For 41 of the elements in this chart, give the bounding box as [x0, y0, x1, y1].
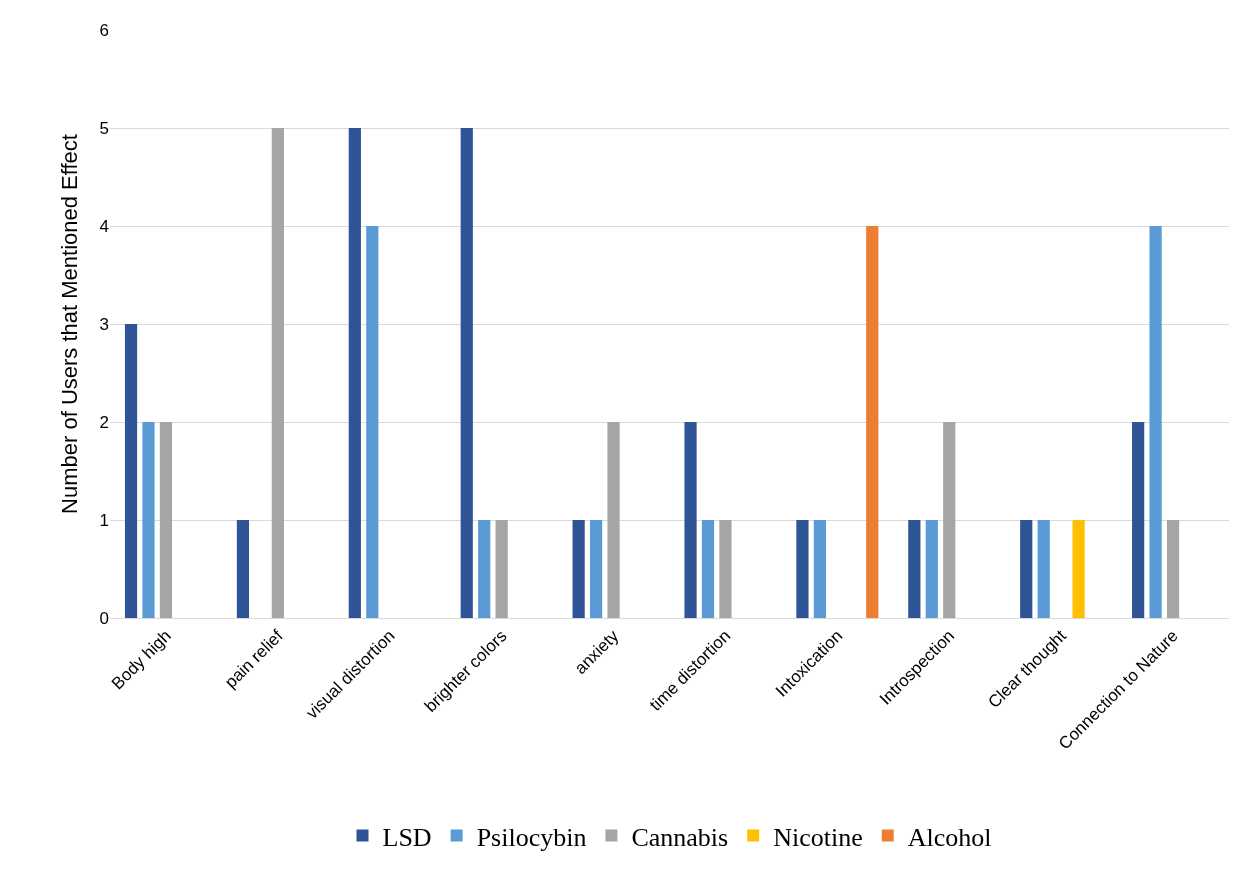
bar: [701, 520, 715, 618]
y-axis-title: Number of Users that Mentioned Effect: [57, 134, 83, 514]
bar: [813, 520, 826, 618]
bar: [124, 324, 138, 618]
bar: [719, 520, 732, 618]
y-tick-label: 4: [99, 216, 109, 236]
bar: [478, 520, 491, 618]
y-tick-label: 6: [99, 20, 109, 40]
bar: [607, 422, 620, 618]
bar: [908, 520, 921, 618]
legend-label: Psilocybin: [476, 822, 587, 852]
bar: [866, 226, 879, 618]
bar: [495, 520, 508, 618]
bar: [943, 422, 956, 618]
y-tick-label: 0: [99, 608, 109, 628]
bar: [348, 128, 361, 618]
bar: [684, 422, 697, 618]
bar: [271, 128, 284, 618]
legend-label: Nicotine: [773, 822, 863, 852]
bar: [1132, 422, 1145, 618]
bar: [1072, 520, 1085, 618]
legend-label: Cannabis: [631, 822, 729, 852]
bar: [796, 520, 809, 618]
bar: [1166, 520, 1180, 618]
bar: [589, 520, 603, 618]
legend-label: Alcohol: [907, 822, 992, 852]
bar: [460, 128, 473, 618]
bar: [1037, 520, 1050, 618]
bar: [925, 520, 938, 618]
bar: [366, 226, 379, 618]
bar: [236, 520, 250, 618]
bar: [1020, 520, 1033, 618]
y-tick-label: 1: [99, 510, 109, 530]
y-tick-label: 3: [99, 314, 109, 334]
bar: [1149, 226, 1162, 618]
y-tick-label: 5: [99, 118, 109, 138]
bar: [142, 422, 155, 618]
legend-label: LSD: [382, 822, 432, 852]
y-tick-label: 2: [99, 412, 109, 432]
bar: [572, 520, 585, 618]
bar: [159, 422, 173, 618]
